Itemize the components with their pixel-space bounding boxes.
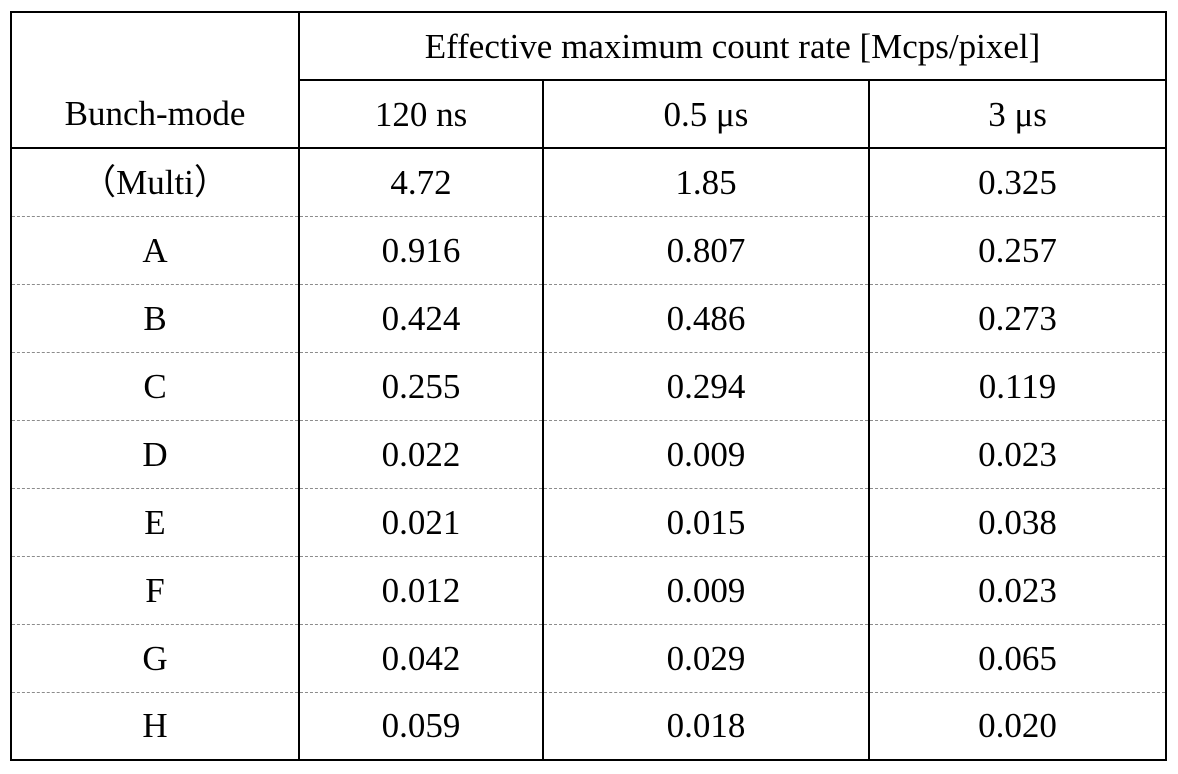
value-cell: 0.023 <box>867 556 1168 625</box>
value-cell: 0.018 <box>542 692 870 761</box>
corner-cell <box>10 11 300 80</box>
value-cell: 0.042 <box>298 624 544 693</box>
table-row: G 0.042 0.029 0.065 <box>10 624 1168 693</box>
mode-cell: C <box>10 352 300 421</box>
value-cell: 0.807 <box>542 216 870 285</box>
column-header-0.5us: 0.5 μs <box>542 80 870 149</box>
table-row: （Multi） 4.72 1.85 0.325 <box>10 148 1168 217</box>
value-cell: 1.85 <box>542 148 870 217</box>
value-cell: 4.72 <box>298 148 544 217</box>
count-rate-table: Effective maximum count rate [Mcps/pixel… <box>10 11 1168 761</box>
value-cell: 0.038 <box>867 488 1168 557</box>
mode-cell: E <box>10 488 300 557</box>
mode-cell: （Multi） <box>10 148 300 217</box>
value-cell: 0.012 <box>298 556 544 625</box>
table-row: C 0.255 0.294 0.119 <box>10 352 1168 421</box>
table-row: A 0.916 0.807 0.257 <box>10 216 1168 285</box>
value-cell: 0.009 <box>542 420 870 489</box>
value-cell: 0.486 <box>542 284 870 353</box>
table-body: Effective maximum count rate [Mcps/pixel… <box>10 11 1168 761</box>
value-cell: 0.065 <box>867 624 1168 693</box>
value-cell: 0.059 <box>298 692 544 761</box>
value-cell: 0.022 <box>298 420 544 489</box>
row-header-label: Bunch-mode <box>10 80 300 149</box>
column-header-3us: 3 μs <box>867 80 1168 149</box>
value-cell: 0.009 <box>542 556 870 625</box>
mode-cell: D <box>10 420 300 489</box>
value-cell: 0.021 <box>298 488 544 557</box>
value-cell: 0.023 <box>867 420 1168 489</box>
mode-cell: A <box>10 216 300 285</box>
value-cell: 0.255 <box>298 352 544 421</box>
table-row: E 0.021 0.015 0.038 <box>10 488 1168 557</box>
header-row-columns: Bunch-mode 120 ns 0.5 μs 3 μs <box>10 80 1168 149</box>
column-header-120ns: 120 ns <box>298 80 544 149</box>
table-row: H 0.059 0.018 0.020 <box>10 692 1168 761</box>
mode-cell: F <box>10 556 300 625</box>
value-cell: 0.029 <box>542 624 870 693</box>
table-row: F 0.012 0.009 0.023 <box>10 556 1168 625</box>
value-cell: 0.294 <box>542 352 870 421</box>
value-cell: 0.119 <box>867 352 1168 421</box>
value-cell: 0.424 <box>298 284 544 353</box>
value-cell: 0.325 <box>867 148 1168 217</box>
mode-cell: H <box>10 692 300 761</box>
value-cell: 0.916 <box>298 216 544 285</box>
mode-cell: B <box>10 284 300 353</box>
header-row-group: Effective maximum count rate [Mcps/pixel… <box>10 11 1168 81</box>
value-cell: 0.020 <box>867 692 1168 761</box>
value-cell: 0.015 <box>542 488 870 557</box>
value-cell: 0.273 <box>867 284 1168 353</box>
table-row: D 0.022 0.009 0.023 <box>10 420 1168 489</box>
value-cell: 0.257 <box>867 216 1168 285</box>
group-header-cell: Effective maximum count rate [Mcps/pixel… <box>297 11 1168 81</box>
table-row: B 0.424 0.486 0.273 <box>10 284 1168 353</box>
mode-cell: G <box>10 624 300 693</box>
